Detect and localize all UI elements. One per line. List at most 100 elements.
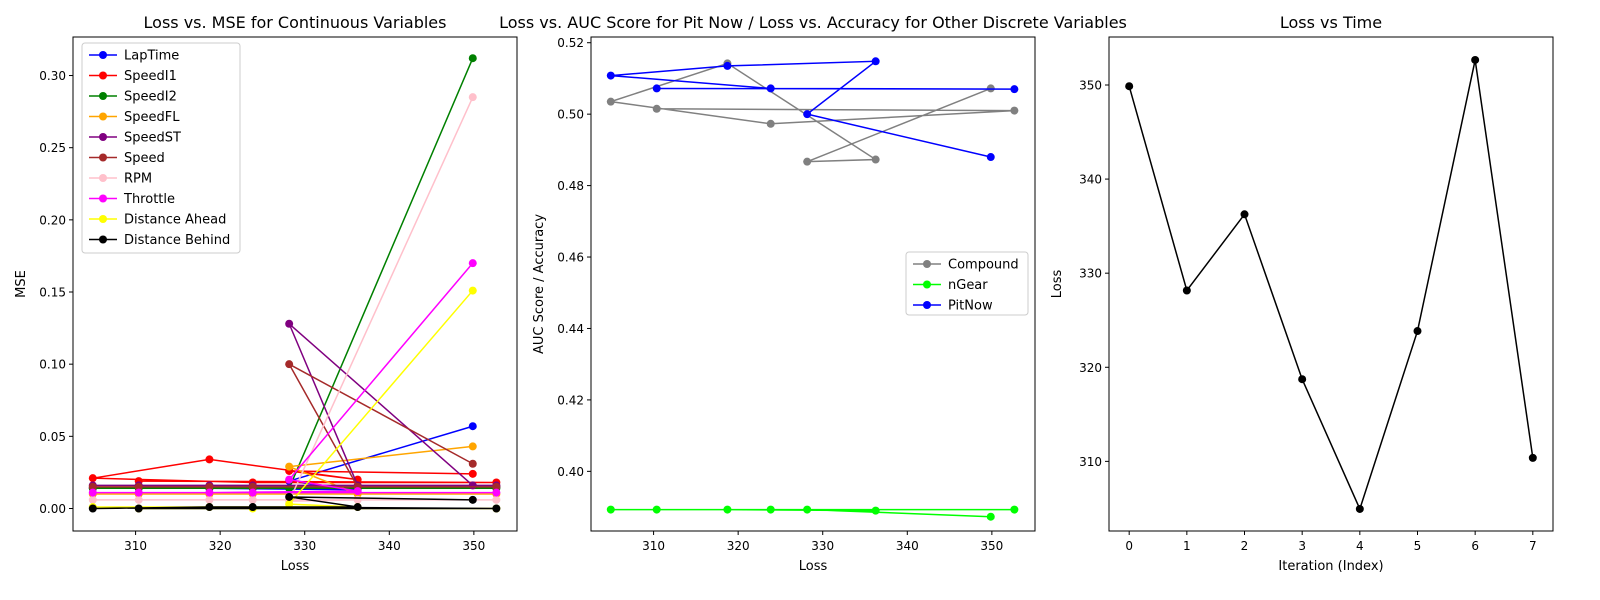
x-axis-label: Iteration (Index) (1278, 559, 1383, 574)
legend-marker-laptime (99, 51, 107, 59)
legend-marker-speedi1 (99, 71, 107, 80)
speedfl-point (285, 462, 294, 471)
throttle-point (353, 487, 362, 496)
rpm-point (492, 495, 501, 504)
chart-title: Loss vs. MSE for Continuous Variables (144, 13, 447, 32)
legend-label-speed: Speed (124, 151, 165, 166)
loss-point (1355, 504, 1364, 513)
x-axis-label: Loss (799, 559, 828, 574)
x-tick-label: 6 (1471, 539, 1479, 553)
legend-label-ngear: nGear (948, 278, 988, 293)
pitnow-point (803, 110, 812, 119)
y-tick-label: 0.52 (557, 36, 584, 50)
x-tick-label: 310 (642, 539, 665, 553)
y-tick-label: 0.44 (557, 322, 584, 336)
compound-point (606, 97, 615, 106)
ngear-point (803, 505, 812, 514)
x-tick-label: 3 (1298, 539, 1306, 553)
distance-behind-point (248, 503, 257, 512)
compound-point (766, 119, 775, 128)
throttle-point (88, 488, 97, 497)
throttle-point (468, 259, 477, 268)
distance-behind-point (134, 504, 143, 513)
ngear-point (652, 505, 661, 514)
pitnow-point (723, 61, 732, 70)
chart-title: Loss vs Time (1280, 13, 1382, 32)
pitnow-series-line (610, 60, 1015, 158)
plot-area (606, 57, 1019, 521)
rpm-point (88, 495, 97, 504)
legend-label-speedi2: SpeedI2 (124, 90, 177, 105)
legend-marker-ngear (923, 280, 931, 289)
y-tick-label: 0.15 (39, 286, 66, 300)
legend-marker-compound (923, 260, 931, 268)
x-tick-label: 340 (378, 539, 401, 553)
legend-label-distance-ahead: Distance Ahead (124, 213, 226, 228)
loss-point (1125, 82, 1134, 91)
throttle-point (248, 488, 257, 497)
legend: Compound nGear PitNow (905, 251, 1029, 316)
legend-marker-speed (99, 153, 107, 162)
rpm-point (468, 93, 477, 102)
legend-label-rpm: RPM (124, 172, 152, 187)
rpm-point (205, 495, 214, 504)
distance-behind-series-line (92, 496, 497, 510)
legend-label-speedi1: SpeedI1 (124, 69, 177, 84)
speed-point (468, 459, 477, 468)
y-tick-label: 0.46 (557, 251, 584, 265)
x-tick-label: 0 (1125, 539, 1133, 553)
axes-frame (1108, 36, 1554, 532)
compound-point (652, 104, 661, 113)
loss-point (1182, 286, 1191, 295)
y-tick-label: 0.30 (39, 69, 66, 83)
ngear-point (766, 505, 775, 514)
pitnow-point (652, 84, 661, 93)
legend-marker-speedi2 (99, 92, 107, 100)
speed-point (285, 360, 294, 369)
x-tick-label: 310 (124, 539, 147, 553)
y-tick-label: 330 (1079, 267, 1102, 281)
rpm-point (134, 495, 143, 504)
x-tick-label: 1 (1183, 539, 1191, 553)
x-tick-label: 330 (811, 539, 834, 553)
y-axis-label: MSE (14, 270, 29, 298)
speedst-series-line (92, 323, 497, 487)
rpm-point (353, 495, 362, 504)
distance-ahead-point (285, 500, 294, 509)
speed-point (248, 482, 257, 491)
distance-behind-point (285, 492, 294, 501)
throttle-series-line (92, 262, 497, 494)
y-tick-label: 0.20 (39, 213, 66, 227)
x-tick-label: 4 (1356, 539, 1364, 553)
legend-label-pitnow: PitNow (948, 299, 993, 314)
speed-series-line (92, 362, 497, 488)
rpm-point (248, 495, 257, 504)
x-tick-label: 2 (1241, 539, 1249, 553)
loss-point (1413, 327, 1422, 336)
y-tick-label: 0.48 (557, 179, 584, 193)
x-tick-label: 320 (209, 539, 232, 553)
plot-area (88, 54, 501, 513)
y-axis-label: AUC Score / Accuracy (532, 214, 547, 354)
plot-area (1125, 55, 1537, 513)
speedi1-point (468, 469, 477, 478)
throttle-point (134, 488, 143, 497)
x-axis-label: Loss (281, 559, 310, 574)
speedi2-series-line (92, 57, 497, 490)
legend-label-laptime: LapTime (124, 49, 179, 64)
chart-mse: Loss vs. MSE for Continuous Variables 310… (14, 13, 518, 574)
x-tick-label: 5 (1414, 539, 1422, 553)
distance-behind-point (353, 503, 362, 512)
speed-point (205, 482, 214, 491)
speedst-point (285, 319, 294, 328)
y-tick-label: 0.40 (557, 465, 584, 479)
loss-point (1298, 375, 1307, 384)
laptime-point (468, 422, 477, 431)
pitnow-point (1010, 85, 1019, 94)
chart-title: Loss vs. AUC Score for Pit Now / Loss vs… (499, 13, 1127, 32)
compound-point (1010, 106, 1019, 115)
x-tick-label: 350 (462, 539, 485, 553)
speedst-point (468, 481, 477, 490)
ngear-point (871, 506, 880, 515)
